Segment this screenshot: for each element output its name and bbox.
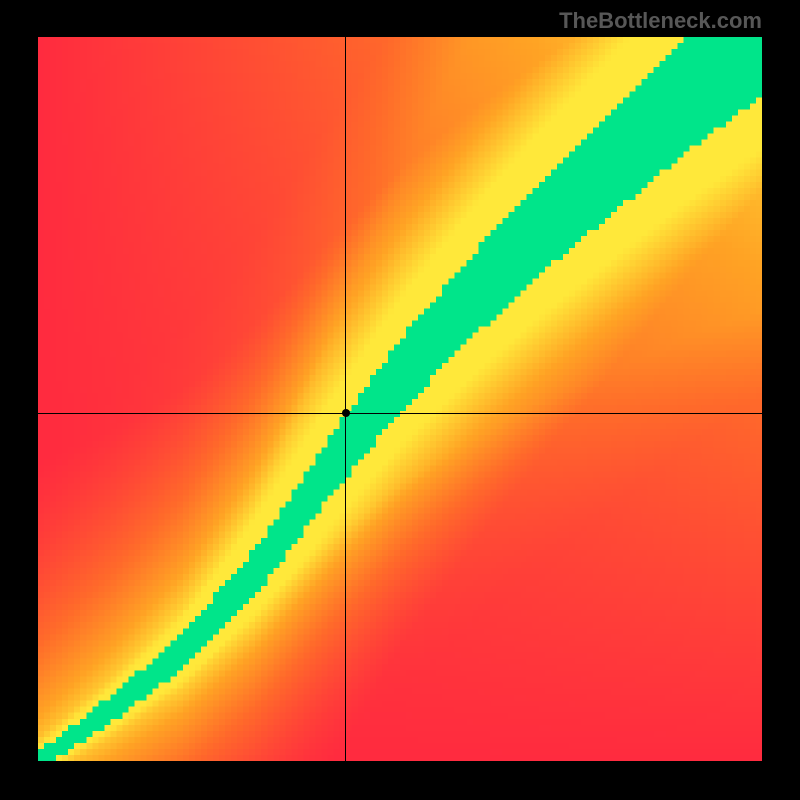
watermark-text: TheBottleneck.com xyxy=(559,8,762,34)
heatmap-canvas xyxy=(38,37,762,761)
crosshair-vertical xyxy=(345,37,346,761)
crosshair-horizontal xyxy=(38,413,762,414)
heatmap-plot xyxy=(38,37,762,761)
chart-container: { "canvas": { "width": 800, "height": 80… xyxy=(0,0,800,800)
